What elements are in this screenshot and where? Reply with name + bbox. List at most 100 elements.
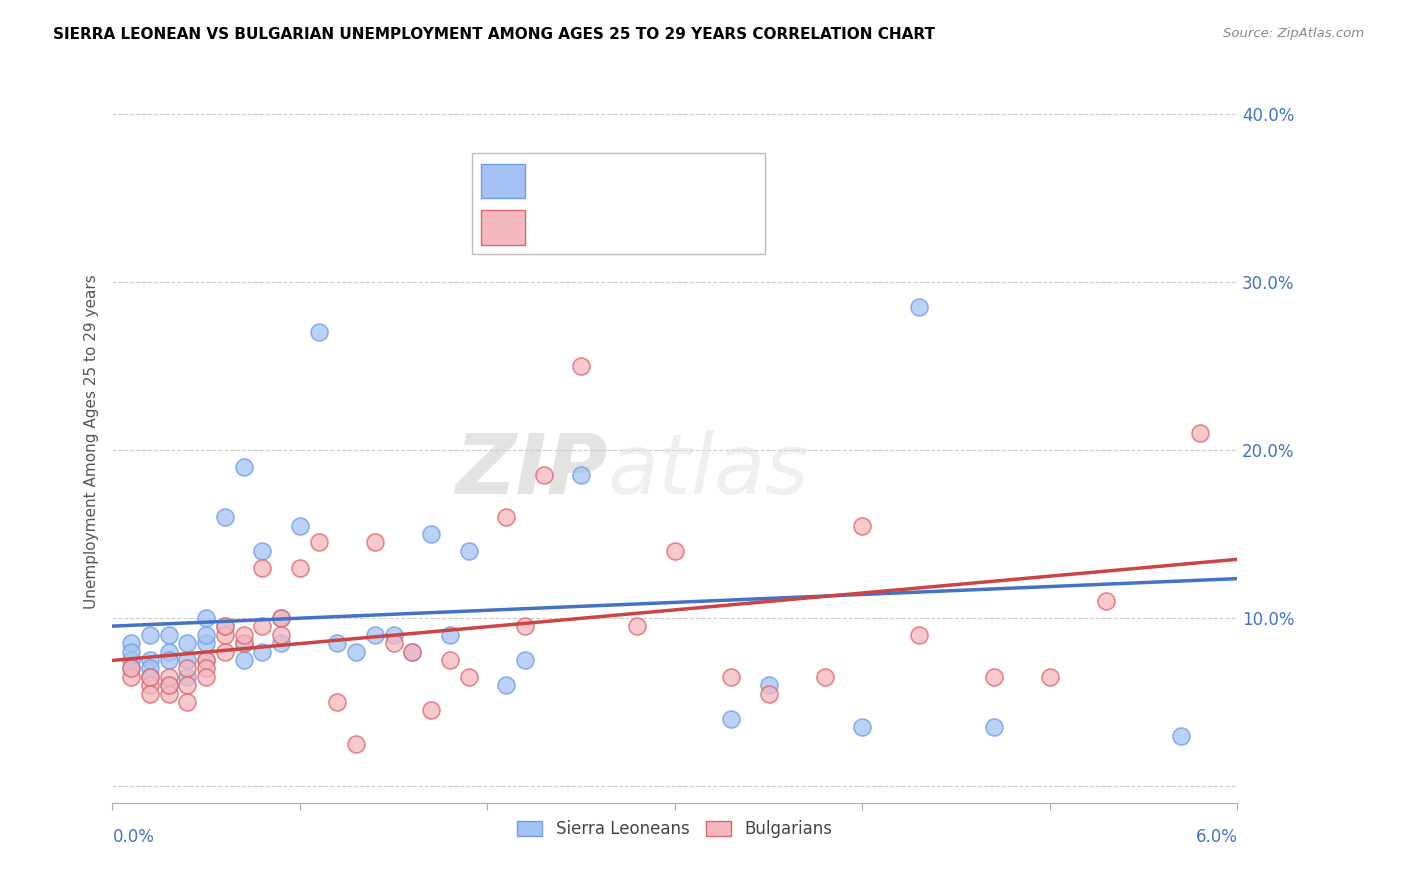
- Point: [758, 687, 780, 701]
- Point: [457, 670, 479, 684]
- Point: [195, 636, 218, 650]
- Text: 6.0%: 6.0%: [1195, 828, 1237, 847]
- Point: [1188, 426, 1211, 441]
- Point: [270, 611, 292, 625]
- Point: [195, 653, 218, 667]
- Point: [401, 644, 423, 658]
- Point: [270, 636, 292, 650]
- Point: [814, 670, 837, 684]
- Point: [1095, 594, 1118, 608]
- Text: ZIP: ZIP: [454, 430, 607, 511]
- Point: [139, 653, 162, 667]
- Point: [1039, 670, 1062, 684]
- Point: [495, 678, 517, 692]
- Point: [758, 678, 780, 692]
- Point: [157, 687, 180, 701]
- Point: [157, 670, 180, 684]
- Point: [851, 518, 873, 533]
- Point: [139, 678, 162, 692]
- Point: [983, 670, 1005, 684]
- Point: [120, 653, 142, 667]
- Point: [513, 619, 536, 633]
- Text: SIERRA LEONEAN VS BULGARIAN UNEMPLOYMENT AMONG AGES 25 TO 29 YEARS CORRELATION C: SIERRA LEONEAN VS BULGARIAN UNEMPLOYMENT…: [53, 27, 935, 42]
- Point: [533, 468, 555, 483]
- Point: [252, 644, 274, 658]
- Point: [720, 670, 742, 684]
- Point: [120, 636, 142, 650]
- Point: [120, 644, 142, 658]
- Point: [439, 653, 461, 667]
- Point: [569, 468, 592, 483]
- Point: [232, 653, 254, 667]
- Point: [626, 619, 648, 633]
- Point: [439, 628, 461, 642]
- Point: [513, 653, 536, 667]
- Point: [495, 510, 517, 524]
- Point: [270, 628, 292, 642]
- Point: [288, 518, 311, 533]
- Text: 0.0%: 0.0%: [112, 828, 155, 847]
- Point: [344, 737, 367, 751]
- Point: [157, 644, 180, 658]
- Point: [195, 653, 218, 667]
- Point: [214, 619, 236, 633]
- Point: [326, 695, 349, 709]
- Point: [176, 670, 198, 684]
- Point: [420, 703, 443, 717]
- Point: [195, 670, 218, 684]
- Point: [139, 670, 162, 684]
- Point: [232, 636, 254, 650]
- Point: [120, 670, 142, 684]
- Point: [457, 543, 479, 558]
- Point: [139, 670, 162, 684]
- Y-axis label: Unemployment Among Ages 25 to 29 years: Unemployment Among Ages 25 to 29 years: [83, 274, 98, 609]
- Point: [308, 326, 330, 340]
- Point: [214, 628, 236, 642]
- Point: [983, 720, 1005, 734]
- Point: [157, 628, 180, 642]
- Point: [232, 636, 254, 650]
- Point: [176, 695, 198, 709]
- Point: [214, 619, 236, 633]
- Point: [157, 653, 180, 667]
- Point: [176, 653, 198, 667]
- Point: [252, 543, 274, 558]
- Point: [364, 535, 387, 549]
- Point: [120, 661, 142, 675]
- Point: [176, 636, 198, 650]
- Point: [214, 644, 236, 658]
- Point: [195, 661, 218, 675]
- Point: [252, 560, 274, 574]
- Point: [176, 661, 198, 675]
- Point: [851, 720, 873, 734]
- Point: [344, 644, 367, 658]
- Point: [176, 678, 198, 692]
- Point: [139, 687, 162, 701]
- Point: [157, 678, 180, 692]
- Point: [907, 628, 929, 642]
- Point: [664, 543, 686, 558]
- Point: [120, 661, 142, 675]
- Point: [214, 510, 236, 524]
- Point: [907, 300, 929, 314]
- Point: [270, 611, 292, 625]
- Point: [326, 636, 349, 650]
- Point: [195, 628, 218, 642]
- Legend: Sierra Leoneans, Bulgarians: Sierra Leoneans, Bulgarians: [510, 814, 839, 845]
- Point: [1170, 729, 1192, 743]
- Point: [720, 712, 742, 726]
- Point: [569, 359, 592, 373]
- Point: [401, 644, 423, 658]
- Text: Source: ZipAtlas.com: Source: ZipAtlas.com: [1223, 27, 1364, 40]
- Point: [364, 628, 387, 642]
- Point: [382, 628, 405, 642]
- Text: atlas: atlas: [607, 430, 808, 511]
- Point: [232, 628, 254, 642]
- Point: [288, 560, 311, 574]
- Point: [139, 628, 162, 642]
- Point: [139, 661, 162, 675]
- Point: [308, 535, 330, 549]
- Point: [195, 611, 218, 625]
- Point: [252, 619, 274, 633]
- Point: [157, 678, 180, 692]
